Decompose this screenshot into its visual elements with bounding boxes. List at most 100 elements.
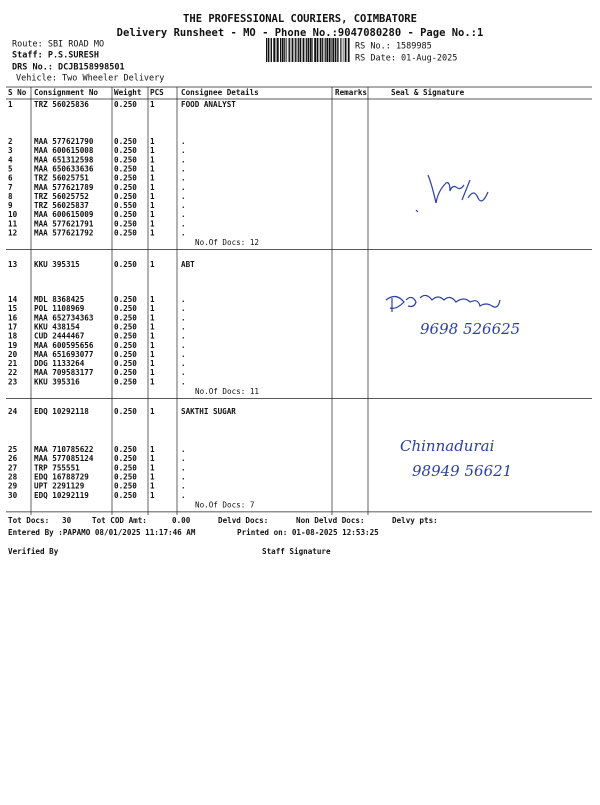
cell: TRP 755551 <box>34 463 80 472</box>
bar-stripe <box>326 38 329 62</box>
cell: KKU 438154 <box>34 322 80 331</box>
cod-label: Tot COD Amt: <box>92 516 147 525</box>
cell: . <box>181 137 186 146</box>
entered-by: Entered By :PAPAMO 08/01/2025 11:17:46 A… <box>8 528 196 537</box>
cell: . <box>181 304 186 313</box>
bar-stripe <box>302 38 305 62</box>
cell: KKU 395316 <box>34 377 80 386</box>
cell: MAA 710785622 <box>34 445 93 454</box>
cell: TRZ 56025751 <box>34 174 89 183</box>
cell: MAA 577621789 <box>34 183 94 192</box>
cell: 1 <box>150 377 155 386</box>
cell: 0.250 <box>114 377 137 386</box>
cell: 0.250 <box>114 368 137 377</box>
cell: 1 <box>150 304 155 313</box>
cell: . <box>181 359 186 368</box>
cell: 10 <box>8 210 18 219</box>
cell: 1 <box>150 313 155 322</box>
cell: 8 <box>8 192 13 201</box>
cell: . <box>181 219 186 228</box>
cell: 1 <box>150 210 155 219</box>
cell: 1 <box>150 100 155 109</box>
cell: 23 <box>8 377 18 386</box>
cell: 16 <box>8 313 18 322</box>
verified-by: Verified By <box>8 547 59 556</box>
cell: . <box>181 332 186 341</box>
bar-stripe <box>280 38 282 62</box>
cell: . <box>181 229 186 238</box>
cell: 0.250 <box>114 454 137 463</box>
bar-stripe <box>344 38 347 62</box>
cell: . <box>181 192 186 201</box>
docs-count: No.Of Docs: 12 <box>195 238 259 247</box>
bar-stripe <box>299 38 302 62</box>
cell: MAA 600595656 <box>34 341 94 350</box>
cell: 4 <box>8 155 13 164</box>
cell: 3 <box>8 146 13 155</box>
bar-stripe <box>267 38 269 62</box>
cell: 0.250 <box>114 359 137 368</box>
cell: 1 <box>150 164 155 173</box>
cell: KKU 395315 <box>34 260 80 269</box>
delvy-pts: Delvy pts: <box>392 516 438 525</box>
cell: . <box>181 491 186 500</box>
cell: 0.250 <box>114 146 137 155</box>
cell: 1 <box>150 341 155 350</box>
cell: MAA 651312598 <box>34 155 94 164</box>
cell: . <box>181 454 186 463</box>
cell: 0.250 <box>114 295 137 304</box>
staff: Staff: P.S.SURESH <box>12 51 99 61</box>
cell: 1 <box>150 146 155 155</box>
cell: 6 <box>8 174 13 183</box>
company: THE PROFESSIONAL COURIERS, COIMBATORE <box>183 13 417 25</box>
bar-stripe <box>281 38 284 62</box>
cell: . <box>181 445 186 454</box>
cell: 28 <box>8 472 18 481</box>
signatures <box>385 174 501 312</box>
bar-stripe <box>287 38 289 62</box>
table: S No Consignment No Weight PCS Consignee Det… <box>6 86 592 515</box>
drs: DRS No.: DCJB158998501 <box>12 63 125 73</box>
signature-mark <box>415 209 419 213</box>
cell: 1 <box>150 445 155 454</box>
bar-stripe <box>286 38 287 62</box>
non-delvd: Non Delvd Docs: <box>296 516 365 525</box>
cell: 18 <box>8 332 18 341</box>
cell: . <box>181 322 186 331</box>
cell: 30 <box>8 491 18 500</box>
printed-on: Printed on: 01-08-2025 12:53:25 <box>237 528 379 537</box>
cell: 0.250 <box>114 210 137 219</box>
cell: . <box>181 472 186 481</box>
cell: 1 <box>150 192 155 201</box>
bar-stripe <box>273 38 276 62</box>
cell: 22 <box>8 368 17 377</box>
cell: 0.250 <box>114 350 137 359</box>
title: Delivery Runsheet - MO - Phone No.:90470… <box>117 27 484 39</box>
cell: 1 <box>150 174 155 183</box>
cell: 0.250 <box>114 183 137 192</box>
cell: ABT <box>181 260 195 269</box>
cell: 1 <box>150 350 155 359</box>
bar-stripe <box>338 38 339 62</box>
column-header: Consignment No <box>34 88 98 97</box>
barcode <box>266 38 350 62</box>
bar-stripe <box>297 38 299 62</box>
cell: SAKTHI SUGAR <box>181 407 236 416</box>
cell: 5 <box>8 164 13 173</box>
cell: 1 <box>150 260 155 269</box>
cell: 1 <box>150 482 155 491</box>
cell: 1 <box>150 219 155 228</box>
cell: DDG 1133264 <box>34 359 85 368</box>
cell: MAA 600615009 <box>34 210 94 219</box>
cell: 7 <box>8 183 13 192</box>
cell: MAA 577621792 <box>34 229 93 238</box>
handwritten-name: Chinnadurai <box>400 437 495 455</box>
cell: 0.250 <box>114 192 137 201</box>
bar-stripe <box>266 38 268 62</box>
cell: MAA 577085124 <box>34 454 94 463</box>
bar-stripe <box>334 38 336 62</box>
cell: 1 <box>150 332 155 341</box>
cell: TRZ 56025836 <box>34 100 89 109</box>
bar-stripe <box>328 38 331 62</box>
